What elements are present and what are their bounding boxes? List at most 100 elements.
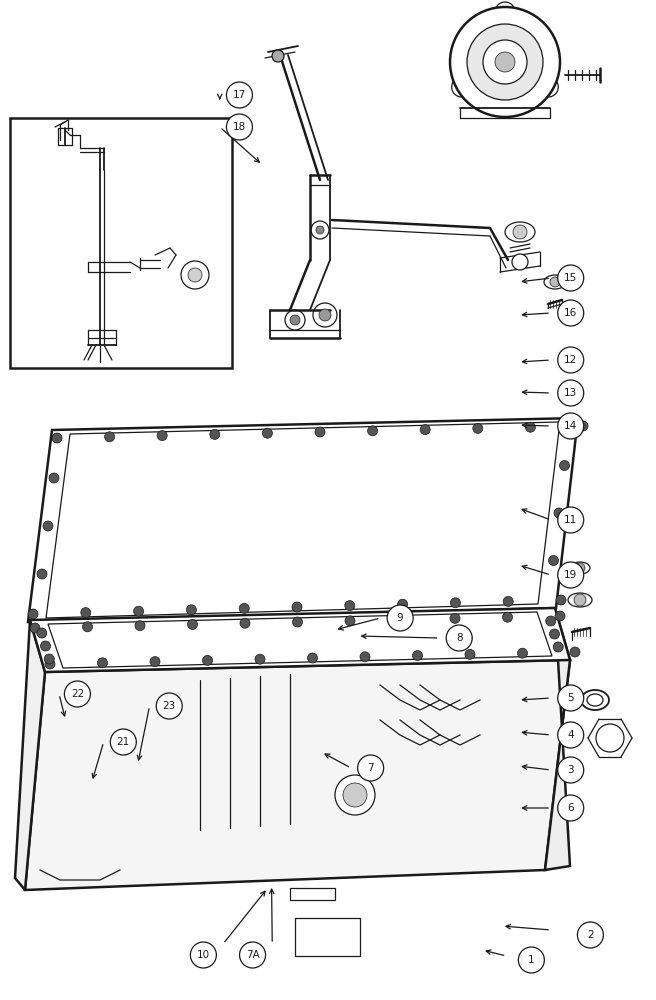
Circle shape — [45, 659, 55, 669]
Circle shape — [83, 622, 92, 632]
Circle shape — [555, 611, 565, 621]
Circle shape — [360, 652, 370, 662]
Text: 18: 18 — [233, 122, 246, 132]
Circle shape — [465, 649, 475, 659]
Circle shape — [596, 724, 624, 752]
Circle shape — [262, 428, 272, 438]
Circle shape — [49, 473, 59, 483]
Polygon shape — [545, 608, 570, 870]
Bar — [10, 118, 232, 368]
Circle shape — [292, 602, 302, 612]
Text: 9: 9 — [397, 613, 403, 623]
Text: 6: 6 — [567, 803, 574, 813]
Circle shape — [150, 657, 160, 667]
Circle shape — [503, 596, 513, 606]
Circle shape — [343, 783, 367, 807]
Circle shape — [450, 613, 460, 623]
Circle shape — [98, 658, 108, 668]
Ellipse shape — [568, 593, 592, 607]
Circle shape — [558, 757, 584, 783]
Circle shape — [345, 601, 355, 611]
Text: 15: 15 — [564, 273, 577, 283]
Text: 3: 3 — [567, 765, 574, 775]
Circle shape — [293, 617, 302, 627]
Text: 8: 8 — [456, 633, 462, 643]
Circle shape — [156, 693, 182, 719]
Circle shape — [513, 225, 527, 239]
Ellipse shape — [587, 694, 603, 706]
Circle shape — [255, 654, 265, 664]
Circle shape — [574, 594, 586, 606]
Circle shape — [226, 82, 253, 108]
Circle shape — [558, 300, 584, 326]
Circle shape — [558, 722, 584, 748]
Circle shape — [398, 615, 407, 625]
Circle shape — [518, 947, 544, 973]
Circle shape — [43, 521, 53, 531]
Text: 13: 13 — [564, 388, 577, 398]
Circle shape — [315, 427, 325, 437]
Circle shape — [239, 942, 266, 968]
Circle shape — [81, 608, 91, 618]
Circle shape — [30, 623, 40, 633]
Text: 2: 2 — [587, 930, 594, 940]
Circle shape — [44, 654, 54, 664]
Circle shape — [558, 685, 584, 711]
Text: 14: 14 — [564, 421, 577, 431]
Polygon shape — [28, 418, 578, 622]
Text: 17: 17 — [233, 90, 246, 100]
Circle shape — [578, 421, 588, 431]
Circle shape — [446, 625, 472, 651]
Text: 11: 11 — [564, 515, 577, 525]
Circle shape — [335, 775, 375, 815]
Polygon shape — [46, 422, 560, 618]
Circle shape — [413, 651, 422, 661]
Circle shape — [553, 642, 564, 652]
Bar — [295, 918, 360, 956]
Circle shape — [473, 423, 483, 433]
Text: 22: 22 — [71, 689, 84, 699]
Circle shape — [558, 562, 584, 588]
Circle shape — [558, 380, 584, 406]
Circle shape — [358, 755, 384, 781]
Circle shape — [367, 426, 378, 436]
Text: 10: 10 — [197, 950, 210, 960]
Circle shape — [451, 598, 461, 608]
Circle shape — [188, 619, 197, 629]
Circle shape — [41, 641, 51, 651]
Text: 7A: 7A — [246, 950, 259, 960]
Circle shape — [556, 595, 566, 605]
Circle shape — [558, 507, 584, 533]
Ellipse shape — [505, 222, 535, 242]
Circle shape — [450, 7, 560, 117]
Circle shape — [319, 309, 331, 321]
Circle shape — [558, 795, 584, 821]
Circle shape — [518, 648, 527, 658]
Polygon shape — [48, 612, 552, 668]
Circle shape — [28, 609, 38, 619]
Circle shape — [560, 460, 569, 471]
Circle shape — [37, 628, 47, 638]
Circle shape — [290, 315, 300, 325]
Circle shape — [104, 432, 115, 442]
Circle shape — [387, 605, 413, 631]
Circle shape — [495, 2, 515, 22]
Text: 1: 1 — [528, 955, 535, 965]
Circle shape — [308, 653, 318, 663]
Circle shape — [181, 261, 209, 289]
Ellipse shape — [581, 690, 609, 710]
Circle shape — [495, 52, 515, 72]
Circle shape — [210, 429, 220, 439]
Circle shape — [186, 605, 196, 615]
Circle shape — [483, 40, 527, 84]
Circle shape — [135, 621, 145, 631]
Ellipse shape — [544, 275, 566, 289]
Circle shape — [316, 226, 324, 234]
Circle shape — [64, 681, 91, 707]
Circle shape — [467, 24, 543, 100]
Circle shape — [512, 254, 528, 270]
Polygon shape — [15, 620, 45, 890]
Circle shape — [577, 922, 604, 948]
Circle shape — [398, 599, 407, 609]
Circle shape — [570, 647, 580, 657]
